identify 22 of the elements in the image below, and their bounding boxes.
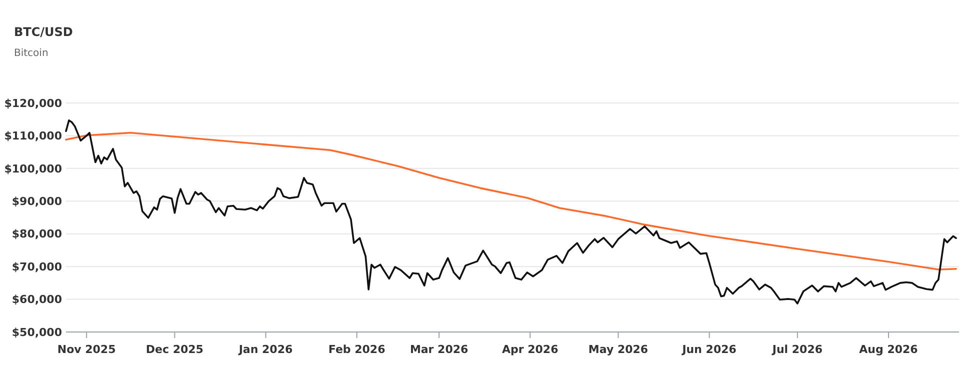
x-tick-label: Jul 2026 bbox=[771, 343, 823, 356]
x-tick-label: Mar 2026 bbox=[410, 343, 469, 356]
x-tick-label: Jan 2026 bbox=[238, 343, 293, 356]
x-tick-label: May 2026 bbox=[588, 343, 648, 356]
chart-title: BTC/USD bbox=[14, 25, 73, 39]
x-tick-label: Dec 2025 bbox=[146, 343, 204, 356]
y-tick-label: $60,000 bbox=[12, 293, 62, 306]
y-tick-label: $50,000 bbox=[12, 326, 62, 339]
line-series bbox=[65, 119, 957, 304]
chart-subtitle: Bitcoin bbox=[14, 48, 48, 59]
x-tick-label: Aug 2026 bbox=[859, 343, 918, 356]
line-series bbox=[65, 132, 957, 270]
y-tick-label: $80,000 bbox=[12, 228, 62, 241]
y-tick-label: $90,000 bbox=[12, 194, 62, 208]
x-tick-label: Feb 2026 bbox=[328, 343, 386, 356]
y-tick-label: $110,000 bbox=[4, 130, 62, 143]
x-tick-label: Jun 2026 bbox=[681, 343, 737, 356]
y-tick-label: $120,000 bbox=[4, 96, 62, 110]
y-tick-label: $70,000 bbox=[12, 260, 62, 274]
x-tick-label: Nov 2025 bbox=[57, 343, 116, 356]
x-tick-label: Apr 2026 bbox=[502, 343, 559, 356]
y-tick-label: $100,000 bbox=[4, 162, 62, 176]
